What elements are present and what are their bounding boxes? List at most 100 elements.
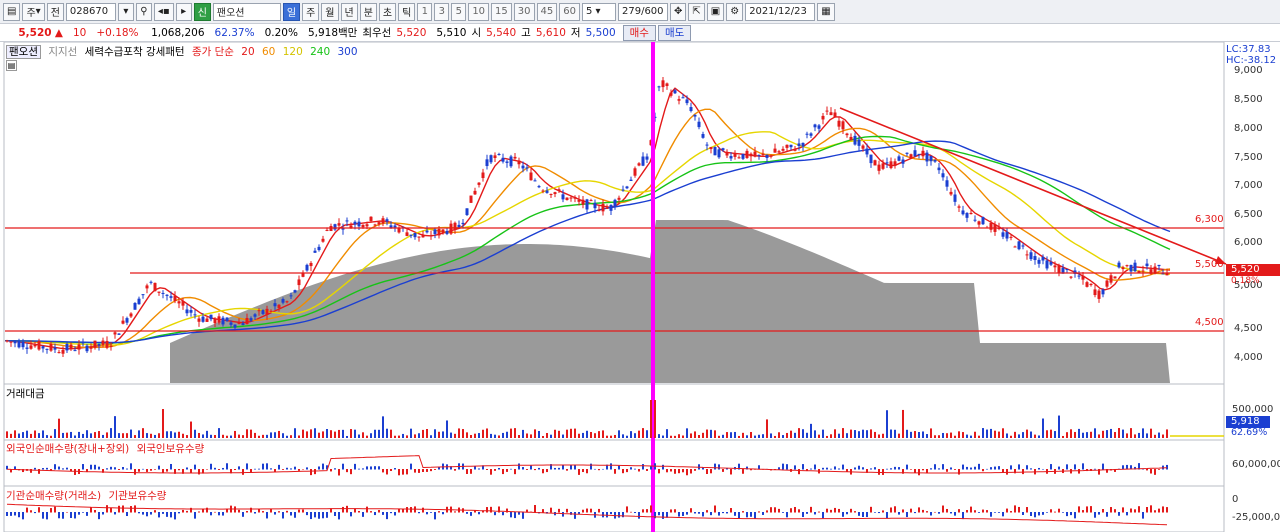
foreign-bar <box>502 469 504 475</box>
foreign-bar <box>506 469 508 472</box>
candle-body <box>57 352 61 354</box>
inst-bar <box>150 512 152 515</box>
foreign-bar <box>826 467 828 470</box>
period-tick-button[interactable]: 틱 <box>398 2 416 21</box>
interval-5-button[interactable]: 5 <box>451 2 467 21</box>
candle-body <box>1061 267 1065 274</box>
foreign-bar <box>922 469 924 471</box>
candle-body <box>801 142 805 147</box>
interval-1-button[interactable]: 1 <box>417 2 433 21</box>
period-select[interactable]: 주 ▾ <box>22 2 45 21</box>
candle-body <box>917 153 921 155</box>
volume-bar <box>1110 428 1112 438</box>
trend-line[interactable] <box>839 107 1227 265</box>
period-second-button[interactable]: 초 <box>378 2 397 21</box>
volume-bar <box>1074 431 1076 438</box>
inst-bar <box>418 512 420 514</box>
foreign-bar <box>202 469 204 474</box>
prev-stock-icon[interactable]: ◂▪ <box>153 2 174 21</box>
volume-bar <box>986 429 988 438</box>
stock-code-input[interactable]: 028670 <box>65 2 116 21</box>
tab-stock[interactable]: 팬오션 <box>6 45 41 59</box>
interval-15-button[interactable]: 15 <box>491 2 512 21</box>
candle-body <box>169 296 173 298</box>
period-day-button[interactable]: 일 <box>282 2 301 21</box>
candle-body <box>1017 241 1021 250</box>
next-stock-icon[interactable]: ▸ <box>175 2 192 21</box>
volume-bar <box>1026 429 1028 438</box>
inst-bar <box>374 512 376 516</box>
inst-bar <box>606 512 608 518</box>
inst-bar <box>618 512 620 518</box>
candle-body <box>353 221 357 225</box>
mode-select[interactable]: 전 <box>46 2 64 21</box>
settings-icon[interactable]: ⚙ <box>726 2 744 21</box>
inst-bar <box>66 511 68 513</box>
foreign-bar <box>934 464 936 470</box>
period-minute-button[interactable]: 분 <box>359 2 377 21</box>
save-icon[interactable]: ▣ <box>706 2 725 21</box>
volume-bar <box>1122 429 1124 438</box>
inst-bar <box>238 509 240 513</box>
inst-bar <box>586 508 588 513</box>
chart-canvas[interactable] <box>0 41 1280 532</box>
candle-body <box>1125 265 1129 267</box>
inst-bar <box>982 509 984 513</box>
inst-bar <box>686 512 688 515</box>
candle-body <box>357 221 361 227</box>
interval-30-button[interactable]: 30 <box>513 2 535 21</box>
date-field[interactable]: 2021/12/23 <box>745 2 816 21</box>
inst-bar <box>854 511 856 513</box>
inst-bar <box>322 512 324 519</box>
foreign-bar <box>1066 464 1068 470</box>
interval-60-button[interactable]: 60 <box>559 2 580 21</box>
foreign-bar <box>374 466 376 470</box>
volume-bar <box>298 435 300 438</box>
period-week-button[interactable]: 주 <box>302 2 320 21</box>
zoom-icon[interactable]: ⇱ <box>688 2 705 21</box>
period-year-button[interactable]: 년 <box>340 2 358 21</box>
candle-body <box>361 224 365 228</box>
foreign-bar <box>906 464 908 470</box>
volume-bar <box>22 432 24 438</box>
menu-icon[interactable]: ▤ <box>3 2 21 21</box>
foreign-bar <box>554 467 556 470</box>
search-icon[interactable]: ⚲ <box>135 2 152 21</box>
volume-bar <box>354 429 356 438</box>
inst-bar <box>1098 512 1100 515</box>
chart-area[interactable]: 팬오션 지지선 세력수급포착 강세패턴 종가 단순 20 60 120 240 … <box>0 41 1280 532</box>
volume-bar <box>282 433 284 438</box>
tab-support[interactable]: 지지선 <box>48 46 78 58</box>
inst-bar <box>434 512 436 520</box>
interval-input[interactable]: 5 ▾ <box>581 2 616 21</box>
candle-body <box>745 150 749 158</box>
chart-tools-icon[interactable]: ✥ <box>669 2 687 21</box>
foreign-bar <box>582 469 584 473</box>
inst-bar <box>342 506 344 513</box>
inst-bar <box>754 512 756 520</box>
interval-3-button[interactable]: 3 <box>434 2 450 21</box>
stock-name-field[interactable]: 팬오션 <box>212 2 281 21</box>
panel-toggle-icon[interactable]: ▤ <box>6 60 17 71</box>
current-volume-tag <box>1226 416 1270 428</box>
sell-button[interactable]: 매도 <box>657 24 692 41</box>
candle-body <box>85 345 89 352</box>
foreign-bar <box>706 469 708 474</box>
count-field[interactable]: 279/600 <box>617 2 668 21</box>
inst-bar <box>1110 507 1112 513</box>
interval-45-button[interactable]: 45 <box>536 2 558 21</box>
interval-10-button[interactable]: 10 <box>468 2 490 21</box>
inst-bar <box>490 506 492 513</box>
buy-button[interactable]: 매수 <box>622 24 656 41</box>
period-month-button[interactable]: 월 <box>321 2 339 21</box>
inst-bar <box>62 512 64 519</box>
cursor-marker[interactable] <box>651 42 655 532</box>
volume-bar <box>450 432 452 438</box>
foreign-bar <box>898 467 900 470</box>
foreign-bar <box>518 463 520 470</box>
inst-bar <box>930 512 932 516</box>
candle-body <box>681 97 685 99</box>
calendar-icon[interactable]: ▦ <box>817 2 835 21</box>
code-dropdown-icon[interactable]: ▾ <box>117 2 134 21</box>
volume-ratio: 62.37% <box>214 26 255 39</box>
